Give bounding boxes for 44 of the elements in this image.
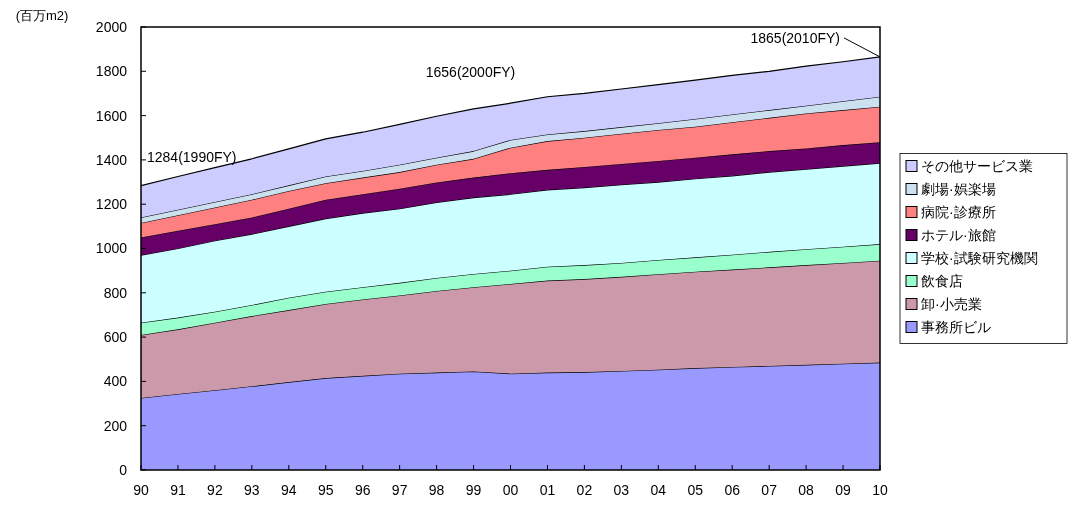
x-tick-label: 91 (170, 482, 186, 498)
legend-label: 事務所ビル (921, 319, 991, 336)
x-tick-label: 03 (613, 482, 630, 498)
legend-label: 劇場·娯楽場 (921, 181, 996, 198)
y-tick-label: 800 (103, 284, 128, 301)
y-tick-label: 200 (103, 417, 128, 434)
x-tick-label: 98 (428, 482, 445, 498)
annotation: 1865(2010FY) (750, 29, 840, 46)
legend-label: 飲食店 (921, 273, 963, 290)
annotation: 1284(1990FY) (147, 148, 237, 165)
x-tick-label: 02 (576, 482, 593, 498)
x-tick-label: 94 (281, 482, 297, 498)
y-tick-label: 600 (103, 329, 128, 345)
x-tick-label: 96 (354, 482, 371, 498)
x-tick-label: 90 (133, 482, 149, 498)
y-tick-label: 1400 (95, 151, 128, 168)
x-tick-label: 05 (687, 482, 704, 498)
y-tick-label: 2000 (95, 18, 128, 35)
x-tick-label: 04 (650, 482, 667, 498)
y-tick-label: 1800 (95, 63, 128, 80)
y-tick-label: 1000 (95, 240, 128, 257)
legend-label: 卸·小売業 (921, 296, 982, 313)
legend-label: 学校·試験研究機関 (921, 250, 1038, 267)
x-tick-label: 09 (835, 482, 852, 498)
x-tick-label: 10 (872, 482, 888, 498)
y-tick-label: 1200 (95, 196, 128, 213)
legend-label: ホテル·旅館 (921, 227, 996, 244)
y-tick-label: 400 (103, 373, 128, 390)
x-tick-label: 93 (244, 482, 260, 498)
x-tick-label: 01 (539, 482, 556, 498)
legend-label: その他サービス業 (921, 158, 1033, 175)
legend-label: 病院·診療所 (921, 204, 996, 221)
y-tick-label: 1600 (95, 107, 128, 124)
annotation: 1656(2000FY) (425, 64, 516, 81)
x-tick-label: 97 (391, 482, 408, 498)
x-tick-label: 99 (465, 482, 482, 498)
x-tick-label: 08 (798, 482, 815, 498)
y-tick-label: 0 (119, 461, 128, 478)
x-tick-label: 00 (502, 482, 519, 498)
x-tick-label: 92 (207, 482, 223, 498)
x-tick-label: 07 (761, 482, 778, 498)
y-axis-title: (百万m2) (15, 8, 69, 23)
x-tick-label: 06 (724, 482, 741, 498)
x-tick-label: 95 (317, 482, 334, 498)
